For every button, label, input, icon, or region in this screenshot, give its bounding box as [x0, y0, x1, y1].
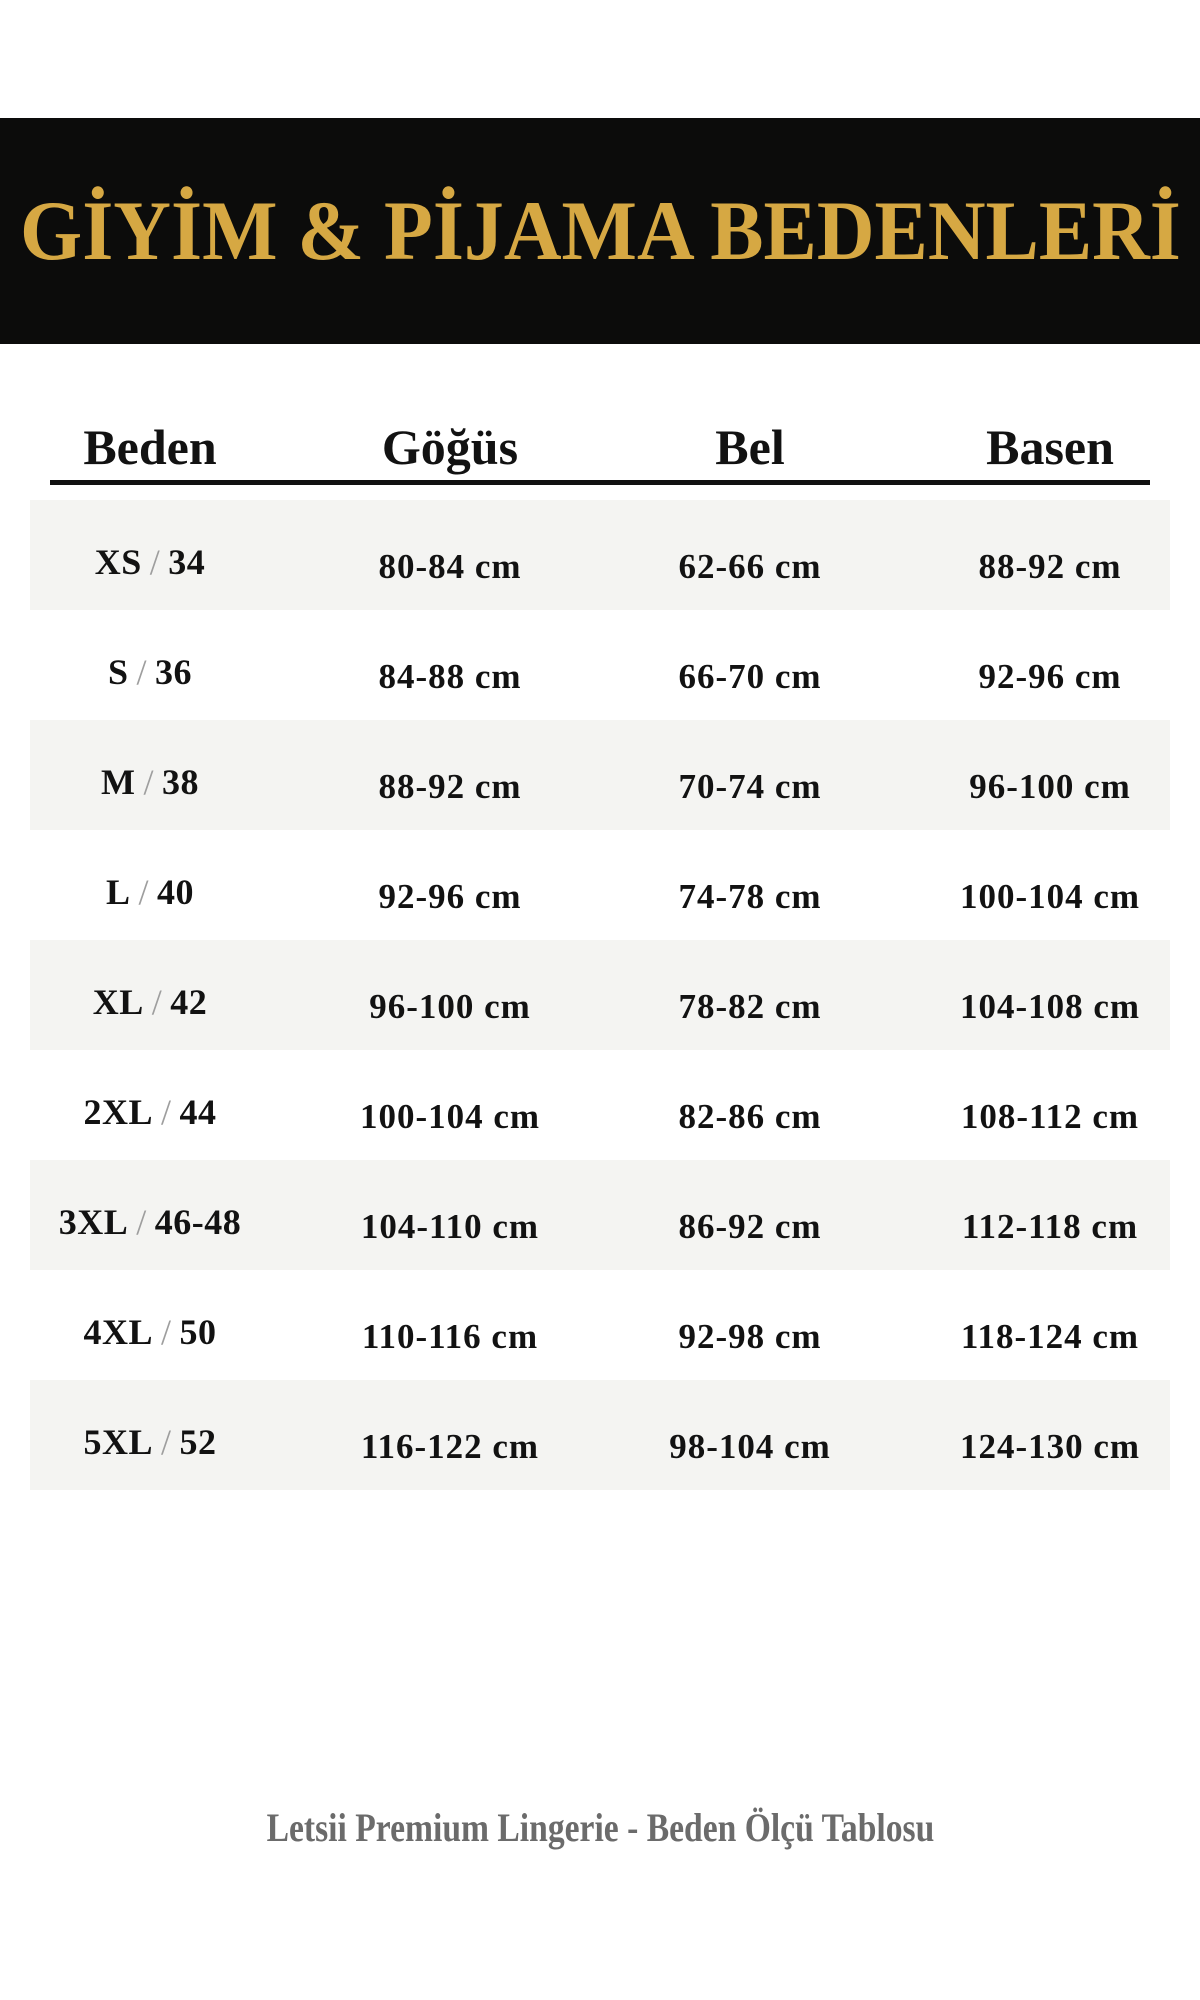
size-separator: / — [136, 1202, 147, 1242]
page-title-text: GİYİM & PİJAMA BEDENLERİ — [19, 184, 1181, 278]
hips-cell: 88-92 cm — [978, 547, 1122, 586]
footer-caption: Letsii Premium Lingerie - Beden Ölçü Tab… — [0, 1804, 1200, 1851]
size-label: 4XL — [83, 1312, 153, 1352]
chest-cell: 110-116 cm — [361, 1317, 539, 1356]
hips-cell: 96-100 cm — [969, 767, 1131, 806]
chest-cell: 88-92 cm — [378, 767, 522, 806]
column-header-basen: Basen — [986, 419, 1114, 475]
chest-cell: 104-110 cm — [360, 1207, 540, 1246]
size-cell: M/38 — [0, 761, 300, 803]
table-row: XS/34 80-84 cm 62-66 cm 88-92 cm — [0, 500, 1200, 610]
size-cell: 4XL/50 — [0, 1311, 300, 1353]
size-separator: / — [136, 652, 148, 692]
size-separator: / — [138, 872, 150, 912]
hips-cell: 100-104 cm — [959, 877, 1141, 916]
eu-size-label: 36 — [155, 652, 193, 692]
chest-cell: 116-122 cm — [360, 1427, 540, 1466]
waist-cell: 66-70 cm — [678, 657, 822, 696]
eu-size-label: 50 — [179, 1312, 217, 1352]
waist-cell: 78-82 cm — [678, 987, 822, 1026]
eu-size-label: 52 — [179, 1422, 217, 1462]
eu-size-label: 38 — [162, 762, 199, 802]
table-row: XL/42 96-100 cm 78-82 cm 104-108 cm — [0, 940, 1200, 1050]
hips-cell: 104-108 cm — [959, 987, 1141, 1026]
size-cell: 2XL/44 — [0, 1091, 300, 1133]
size-cell: 5XL/52 — [0, 1421, 300, 1463]
eu-size-label: 42 — [170, 982, 208, 1022]
chest-cell: 100-104 cm — [359, 1097, 541, 1136]
table-row: S/36 84-88 cm 66-70 cm 92-96 cm — [0, 610, 1200, 720]
waist-cell: 86-92 cm — [678, 1207, 822, 1246]
table-body: XS/34 80-84 cm 62-66 cm 88-92 cm S/36 84… — [0, 500, 1200, 1490]
eu-size-label: 46-48 — [154, 1202, 242, 1242]
size-label: XS — [94, 542, 142, 582]
table-row: 5XL/52 116-122 cm 98-104 cm 124-130 cm — [0, 1380, 1200, 1490]
table-row: 2XL/44 100-104 cm 82-86 cm 108-112 cm — [0, 1050, 1200, 1160]
size-separator: / — [143, 762, 154, 802]
eu-size-label: 40 — [157, 872, 195, 912]
size-cell: XS/34 — [0, 541, 300, 583]
chest-cell: 84-88 cm — [378, 657, 522, 696]
size-cell: S/36 — [0, 651, 300, 693]
waist-cell: 98-104 cm — [669, 1427, 831, 1466]
table-row: L/40 92-96 cm 74-78 cm 100-104 cm — [0, 830, 1200, 940]
size-label: 5XL — [83, 1422, 153, 1462]
hips-cell: 108-112 cm — [960, 1097, 1140, 1136]
size-label: S — [107, 652, 129, 692]
hips-cell: 92-96 cm — [978, 657, 1122, 696]
eu-size-label: 34 — [168, 542, 206, 582]
column-header-bel: Bel — [715, 419, 785, 475]
size-separator: / — [161, 1312, 172, 1352]
size-cell: 3XL/46-48 — [0, 1201, 300, 1243]
size-label: L — [105, 872, 131, 912]
chest-cell: 96-100 cm — [369, 987, 531, 1026]
waist-cell: 82-86 cm — [678, 1097, 822, 1136]
size-cell: L/40 — [0, 871, 300, 913]
hips-cell: 118-124 cm — [960, 1317, 1140, 1356]
eu-size-label: 44 — [179, 1092, 217, 1132]
size-label: 3XL — [58, 1202, 129, 1242]
size-label: M — [101, 762, 136, 802]
table-row: M/38 88-92 cm 70-74 cm 96-100 cm — [0, 720, 1200, 830]
column-header-gogus: Göğüs — [381, 419, 519, 475]
size-separator: / — [149, 542, 161, 582]
table-row: 3XL/46-48 104-110 cm 86-92 cm 112-118 cm — [0, 1160, 1200, 1270]
hips-cell: 112-118 cm — [961, 1207, 1139, 1246]
size-separator: / — [161, 1422, 172, 1462]
table-row: 4XL/50 110-116 cm 92-98 cm 118-124 cm — [0, 1270, 1200, 1380]
hips-cell: 124-130 cm — [959, 1427, 1141, 1466]
size-separator: / — [151, 982, 163, 1022]
size-label: XL — [92, 982, 144, 1022]
size-label: 2XL — [83, 1092, 153, 1132]
footer-caption-text: Letsii Premium Lingerie - Beden Ölçü Tab… — [266, 1805, 934, 1850]
waist-cell: 92-98 cm — [678, 1317, 822, 1356]
waist-cell: 74-78 cm — [678, 877, 822, 916]
chest-cell: 92-96 cm — [378, 877, 522, 916]
chest-cell: 80-84 cm — [378, 547, 522, 586]
size-cell: XL/42 — [0, 981, 300, 1023]
table-header-row: Beden Göğüs Bel Basen — [0, 420, 1200, 475]
title-banner: GİYİM & PİJAMA BEDENLERİ — [0, 118, 1200, 344]
size-separator: / — [161, 1092, 172, 1132]
waist-cell: 70-74 cm — [678, 767, 822, 806]
waist-cell: 62-66 cm — [678, 547, 822, 586]
header-divider — [50, 480, 1150, 485]
column-header-beden: Beden — [83, 419, 217, 475]
page-title: GİYİM & PİJAMA BEDENLERİ — [0, 182, 1200, 280]
